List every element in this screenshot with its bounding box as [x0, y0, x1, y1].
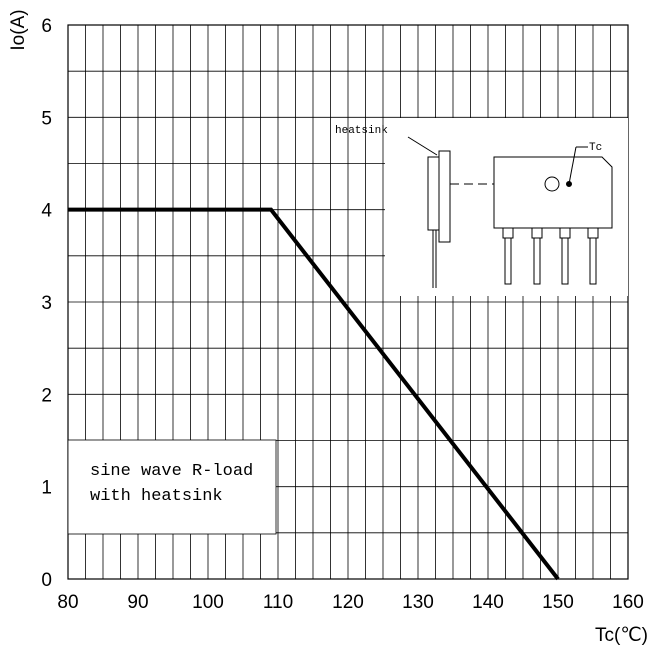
y-tick-label: 2: [41, 385, 52, 406]
tc-leader: [568, 146, 577, 185]
x-tick-label: 130: [402, 592, 434, 613]
tc-label: Tc: [589, 142, 602, 154]
x-tick-label: 110: [263, 592, 293, 613]
mounting-diagram: heatsink Tc: [335, 125, 613, 288]
pin-shoulder: [559, 227, 571, 239]
pin-lead: [504, 237, 512, 285]
y-tick-label: 6: [41, 16, 52, 37]
mounting-hole: [544, 176, 560, 192]
series-line: [68, 207, 560, 581]
pin-lead: [589, 237, 597, 285]
x-tick-label: 80: [57, 592, 78, 613]
y-tick-label: 0: [41, 570, 52, 591]
pin-lead: [533, 237, 541, 285]
x-tick-label: 100: [192, 592, 224, 613]
y-tick-label: 3: [41, 293, 52, 314]
x-tick-label: 150: [542, 592, 574, 613]
condition-box: [67, 439, 277, 535]
x-tick-label: 120: [332, 592, 364, 613]
pin-shoulder: [531, 227, 543, 239]
condition-line1: sine wave R-load: [90, 462, 253, 481]
heatsink-leader: [407, 136, 438, 156]
x-tick-label: 160: [612, 592, 644, 613]
pin-shoulder: [587, 227, 599, 239]
device-pins: [502, 227, 599, 285]
x-tick-labels: 80 90 100 110 120 130 140 150 160: [57, 592, 643, 613]
y-axis-title: Io(A): [8, 9, 29, 50]
x-tick-label: 90: [127, 592, 148, 613]
device-front-body: [493, 156, 613, 229]
pin-shoulder: [502, 227, 514, 239]
y-tick-labels: 0 1 2 3 4 5 6: [41, 16, 52, 591]
heatsink-label: heatsink: [335, 125, 388, 137]
x-tick-label: 140: [472, 592, 504, 613]
pin-lead: [561, 237, 569, 285]
condition-line2: with heatsink: [90, 487, 223, 506]
y-tick-label: 4: [41, 201, 52, 222]
y-tick-label: 5: [41, 108, 52, 129]
y-tick-label: 1: [41, 478, 52, 499]
heatsink-body: [438, 150, 451, 243]
x-axis-title: Tc(℃): [595, 625, 648, 646]
